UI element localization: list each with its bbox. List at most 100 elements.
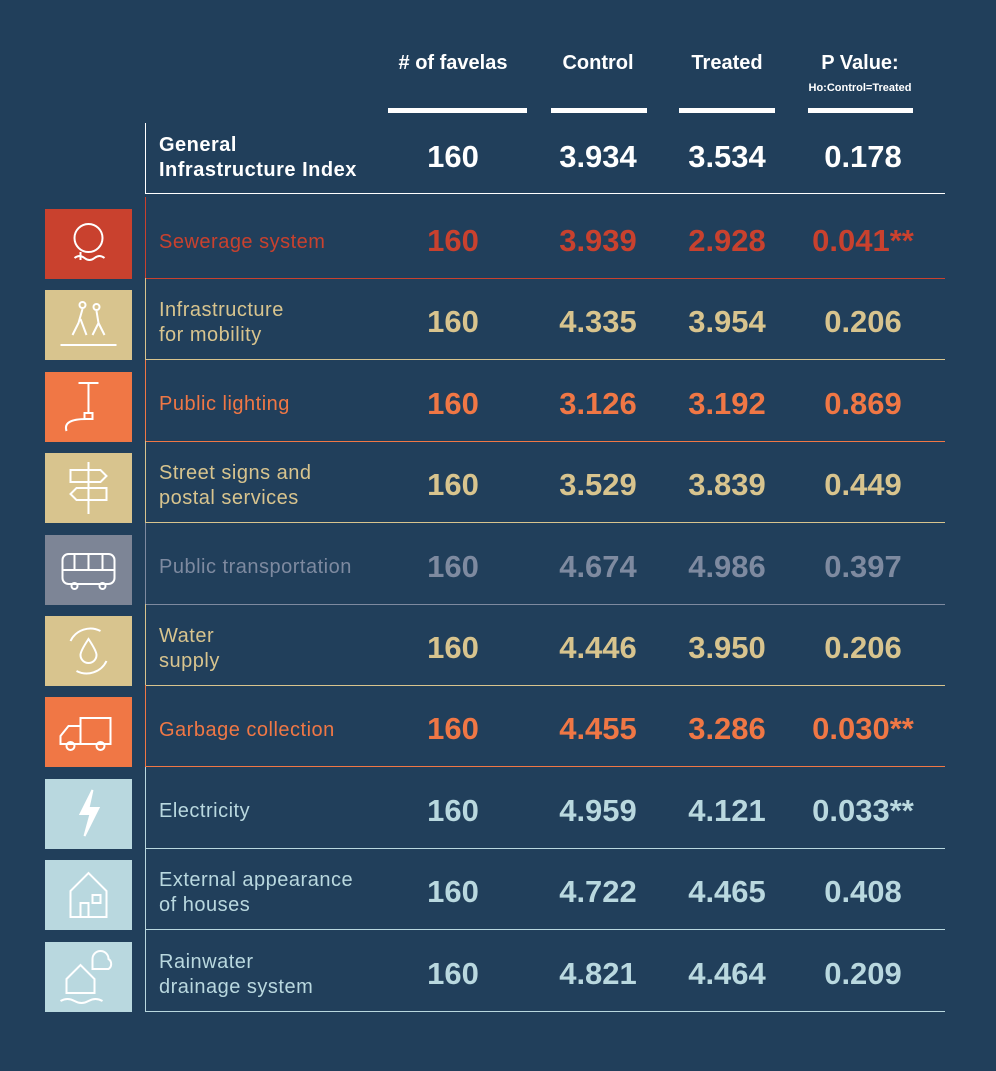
row-label: Infrastructure Index [159, 159, 357, 181]
row-divider [145, 440, 945, 442]
cell-value: 0.033** [812, 792, 914, 828]
cell-value: 160 [427, 304, 479, 340]
cell-value: 3.534 [688, 139, 766, 174]
cell-value: 160 [427, 139, 479, 174]
icon-graphic [64, 381, 99, 432]
cell-value: 0.206 [824, 630, 902, 665]
cell-value: 0.206 [824, 304, 902, 340]
row-label: supply [159, 650, 220, 672]
cell-value: 4.674 [559, 548, 637, 584]
row-label: Water [159, 625, 215, 647]
row-label: Public lighting [159, 393, 290, 416]
cell-value: 0.030** [812, 711, 914, 747]
row-divider [145, 278, 945, 279]
icon-graphic [69, 871, 108, 919]
cell-value: 3.934 [559, 139, 637, 174]
row-label: Garbage collection [159, 718, 335, 741]
row-label: drainage system [159, 975, 314, 998]
cell-value: 3.192 [688, 385, 766, 421]
cell-value: 160 [427, 223, 479, 258]
row-label: External appearance [159, 869, 354, 892]
icon-graphic [61, 552, 116, 590]
cell-value: 0.178 [824, 139, 902, 174]
cell-value: 4.446 [559, 630, 637, 665]
cell-value: 4.455 [559, 711, 637, 747]
row-label: of houses [159, 894, 251, 917]
row-icon [45, 941, 132, 1012]
row-label: Street signs and [159, 462, 312, 485]
row-divider [145, 929, 945, 931]
cell-value: 0.041** [812, 223, 914, 258]
cell-value: 3.954 [688, 304, 766, 340]
cell-value: 4.121 [688, 792, 766, 828]
cell-value: 3.286 [688, 711, 766, 747]
row-label: Sewerage system [159, 230, 326, 253]
icon-graphic [60, 301, 117, 347]
header-bar [808, 108, 913, 113]
row-divider [145, 685, 945, 686]
cell-value: 0.209 [824, 955, 902, 991]
cell-value: 3.126 [559, 385, 637, 421]
icon-graphic [78, 789, 101, 837]
cell-value: 160 [427, 792, 479, 828]
cell-value: 4.959 [559, 792, 637, 828]
cell-value: 4.465 [688, 874, 766, 910]
row-divider [145, 278, 146, 360]
cell-value: 160 [427, 467, 479, 503]
cell-value: 3.839 [688, 467, 766, 503]
row-icon [45, 778, 132, 849]
icon-graphic [59, 717, 112, 752]
cell-value: 0.869 [824, 385, 902, 421]
cell-value: 4.464 [688, 955, 766, 991]
row-label: General [159, 134, 237, 156]
row-icon [45, 860, 132, 931]
row-divider [145, 848, 146, 930]
row-icon [45, 453, 132, 524]
icon-graphic [60, 949, 113, 1004]
row-icon [45, 371, 132, 442]
header-bar [551, 108, 647, 113]
cell-value: 0.408 [824, 874, 902, 910]
cell-value: 160 [427, 955, 479, 991]
row-divider [145, 766, 945, 768]
cell-value: 160 [427, 874, 479, 910]
icon-graphic [73, 223, 106, 261]
row-divider [145, 359, 945, 361]
cell-value: 0.449 [824, 467, 902, 503]
row-divider [145, 1010, 945, 1012]
cell-value: 4.722 [559, 874, 637, 910]
row-divider [145, 522, 945, 524]
row-divider [145, 522, 146, 604]
row-divider [145, 193, 945, 194]
cell-value: 3.950 [688, 630, 766, 665]
cell-value: 160 [427, 711, 479, 747]
row-divider [145, 929, 146, 1011]
row-label: Public transportation [159, 556, 352, 579]
column-header: Treated [691, 52, 763, 74]
header-bar [388, 108, 527, 113]
cell-value: 0.397 [824, 548, 902, 584]
row-label: Infrastructure [159, 299, 284, 322]
icon-graphic [69, 627, 108, 675]
column-note: Ho:Control=Treated [808, 82, 912, 94]
row-divider [145, 359, 146, 441]
row-divider [145, 441, 146, 523]
column-header: P Value: [821, 52, 899, 74]
cell-value: 4.821 [559, 955, 637, 991]
row-divider [145, 847, 945, 849]
row-divider [145, 685, 146, 767]
row-divider [145, 123, 146, 193]
row-label: postal services [159, 487, 299, 510]
row-icon [45, 290, 132, 361]
row-divider [145, 766, 146, 848]
cell-value: 160 [427, 630, 479, 665]
cell-value: 3.939 [559, 223, 637, 258]
column-header: # of favelas [398, 52, 508, 74]
row-label: Rainwater [159, 950, 254, 973]
row-divider [145, 604, 146, 685]
row-label: for mobility [159, 324, 262, 347]
row-icon [45, 616, 132, 686]
cell-value: 160 [427, 385, 479, 421]
cell-value: 3.529 [559, 467, 637, 503]
